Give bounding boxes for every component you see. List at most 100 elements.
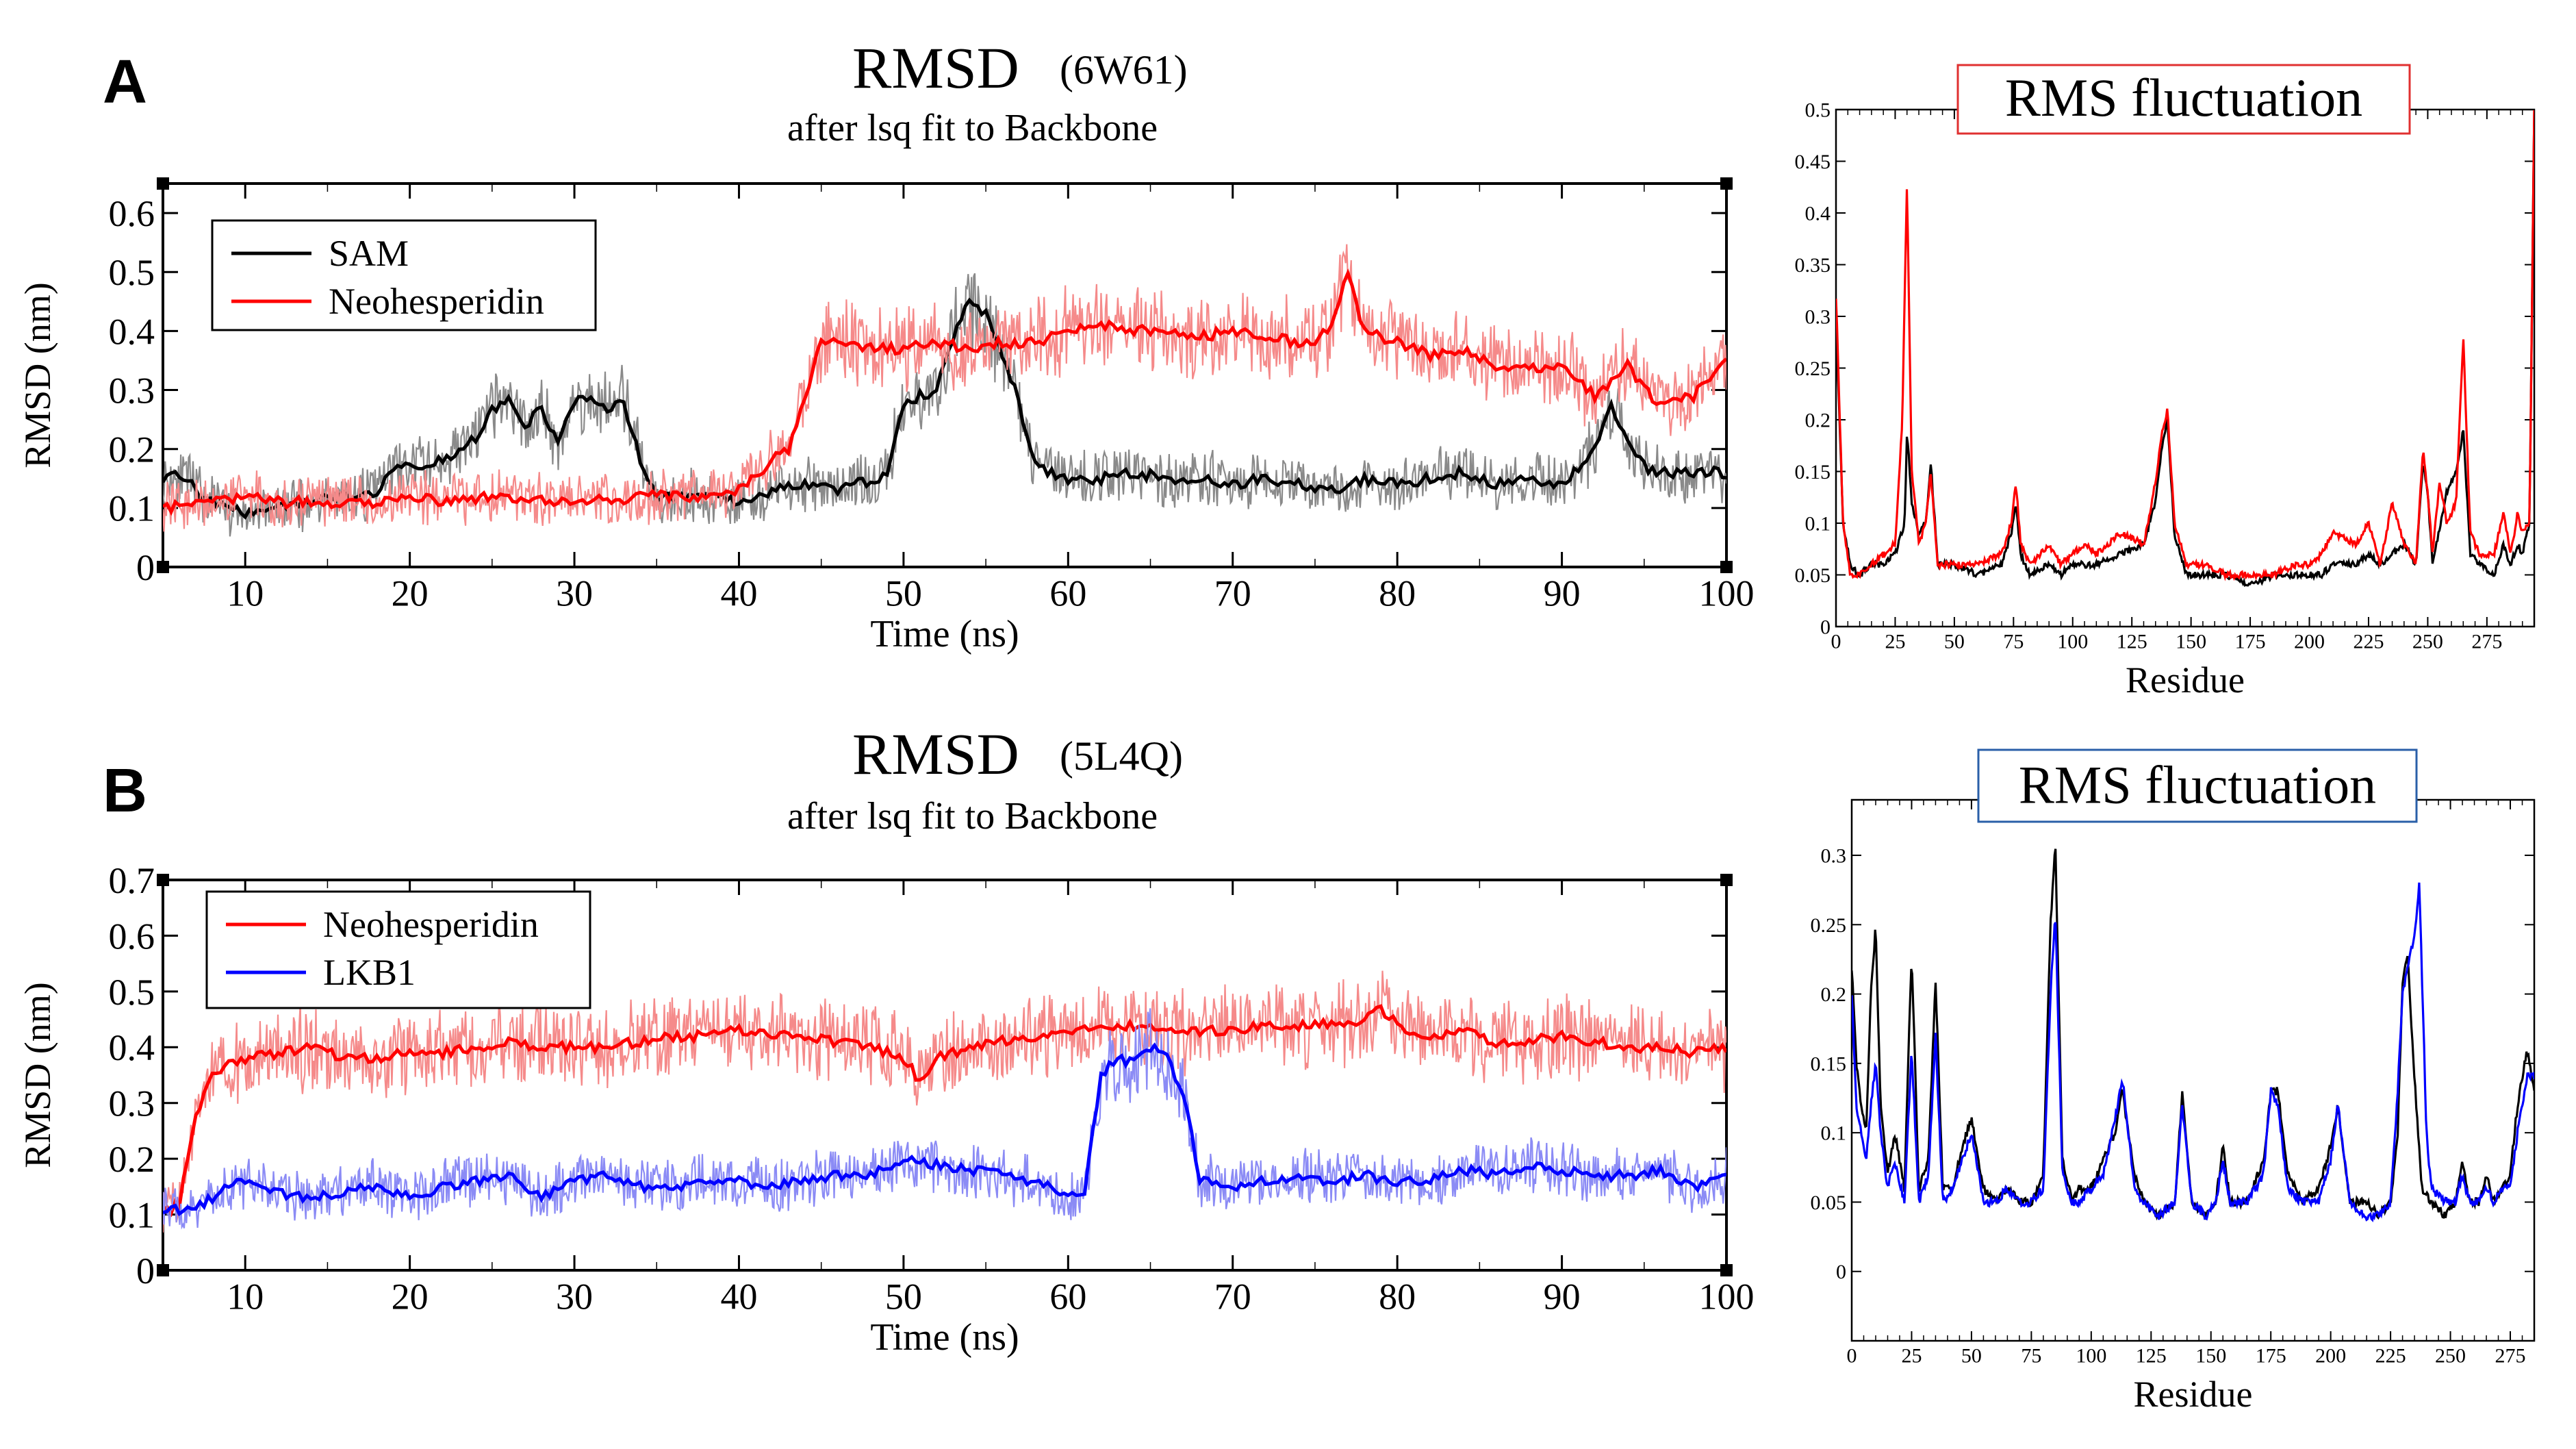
x-tick-label: 225: [2353, 631, 2384, 653]
y-tick-label: 0.1: [109, 1194, 155, 1235]
panel-letter-a: A: [103, 48, 147, 116]
y-tick-label: 0.2: [109, 429, 155, 470]
x-tick-label: 50: [1944, 631, 1965, 653]
y-tick-label: 0.3: [1821, 845, 1847, 868]
plot-area: [1852, 848, 2534, 1222]
x-tick-label: 60: [1049, 1276, 1086, 1318]
x-tick-label: 75: [2021, 1345, 2041, 1368]
chart-title: RMS fluctuation: [2019, 755, 2376, 815]
y-tick-label: 0.05: [1811, 1192, 1847, 1214]
x-tick-label: 75: [2003, 631, 2024, 653]
x-tick-label: 10: [227, 1276, 264, 1318]
panel-subtitle-a: after lsq fit to Backbone: [787, 107, 1158, 149]
y-tick-label: 0.3: [109, 370, 155, 411]
x-tick-label: 0: [1847, 1345, 1857, 1368]
plot-area: [1836, 110, 2534, 587]
y-tick-label: 0.2: [109, 1139, 155, 1180]
x-tick-label: 125: [2136, 1345, 2167, 1368]
y-tick-label: 0: [136, 1250, 155, 1292]
panel-subtitle-b: after lsq fit to Backbone: [787, 795, 1158, 837]
x-tick-label: 50: [885, 1276, 922, 1318]
y-tick-label: 0.5: [109, 252, 155, 293]
x-axis-label: Time (ns): [870, 1316, 1019, 1359]
y-tick-label: 0.2: [1821, 983, 1847, 1006]
x-tick-label: 100: [2076, 1345, 2106, 1368]
y-tick-label: 0.4: [1805, 203, 1831, 225]
y-tick-label: 0.2: [1805, 410, 1831, 432]
x-tick-label: 0: [1831, 631, 1841, 653]
chart-title-box: [1956, 64, 2411, 135]
x-tick-label: 250: [2412, 631, 2443, 653]
x-tick-label: 150: [2195, 1345, 2226, 1368]
panel-title-b: RMSD: [852, 721, 1019, 787]
y-tick-label: 0.6: [109, 193, 155, 234]
x-tick-label: 150: [2176, 631, 2206, 653]
y-tick-label: 0.3: [109, 1083, 155, 1124]
y-tick-label: 0.3: [1805, 306, 1831, 329]
legend-box: [211, 219, 597, 331]
series-series-2-line: [1852, 882, 2534, 1222]
series-neohesperidin-raw-trace: [163, 244, 1726, 532]
x-tick-label: 175: [2256, 1345, 2286, 1368]
x-tick-label: 80: [1379, 1276, 1416, 1318]
series-neohesperidin-line: [163, 268, 1726, 516]
x-tick-label: 70: [1214, 1276, 1251, 1318]
panel-title-a: RMSD: [852, 35, 1019, 101]
chart-rmsd-b: 10 20 30 40 50 60 70 80 90 100 0 0.1 0.2 0.3 0.4 0.5 0.6…: [17, 860, 1755, 1359]
x-tick-label: 100: [1699, 1276, 1755, 1318]
y-tick-label: 0.4: [109, 1027, 155, 1068]
y-tick-label: 0.5: [109, 972, 155, 1013]
y-tick-label: 0: [1820, 616, 1831, 639]
x-tick-label: 125: [2117, 631, 2147, 653]
panel-pdb-b: (5L4Q): [1060, 733, 1183, 779]
legend: SAM Neohesperidin: [211, 219, 597, 331]
legend-label: Neohesperidin: [323, 904, 539, 945]
plot-area: [163, 244, 1726, 537]
chart-title-box: [1977, 748, 2418, 823]
x-tick-label: 275: [2495, 1345, 2526, 1368]
panel-pdb-a: (6W61): [1060, 47, 1188, 92]
y-tick-label: 0: [1836, 1261, 1846, 1283]
series-series-2-line: [1836, 110, 2534, 581]
x-tick-label: 20: [392, 1276, 429, 1318]
y-tick-label: 0.15: [1795, 461, 1831, 483]
x-tick-label: 20: [392, 573, 429, 614]
x-tick-label: 30: [556, 1276, 593, 1318]
x-tick-label: 225: [2375, 1345, 2406, 1368]
y-tick-label: 0.15: [1811, 1053, 1847, 1075]
y-axis-label: RMSD (nm): [17, 982, 58, 1168]
y-tick-label: 0.25: [1811, 914, 1847, 937]
y-tick-label: 0.6: [109, 916, 155, 957]
plot-frame: [162, 879, 1728, 1272]
x-tick-label: 80: [1379, 573, 1416, 614]
series-neohesperidin-line: [163, 1004, 1726, 1218]
x-tick-label: 250: [2435, 1345, 2466, 1368]
chart-rmsf-a: 0 25 50 75 100 125 150 175 200 225 250 275 0 0.05 0.1 0…: [1795, 64, 2536, 701]
x-tick-label: 200: [2315, 1345, 2346, 1368]
panel-letter-b: B: [103, 757, 147, 825]
chart-rmsd-a: 10 20 30 40 50 60 70 80 90 100 0 0.1 0.2 0.3 0.4 0.5 0.6…: [17, 177, 1755, 655]
x-tick-label: 10: [227, 573, 264, 614]
x-tick-label: 90: [1544, 573, 1581, 614]
y-tick-label: 0.45: [1795, 151, 1831, 173]
x-tick-label: 50: [885, 573, 922, 614]
y-tick-label: 0.7: [109, 860, 155, 901]
legend-label: LKB1: [323, 952, 416, 993]
y-tick-label: 0.1: [1821, 1122, 1847, 1145]
chart-title: RMS fluctuation: [2005, 68, 2362, 127]
legend-label: SAM: [329, 233, 409, 274]
y-tick-label: 0.4: [109, 311, 155, 352]
x-tick-label: 100: [1699, 573, 1755, 614]
x-axis-label: Residue: [2134, 1374, 2253, 1415]
x-tick-label: 40: [720, 573, 757, 614]
y-tick-label: 0.35: [1795, 254, 1831, 277]
y-tick-label: 0.1: [109, 488, 155, 529]
x-tick-label: 175: [2235, 631, 2266, 653]
legend: Neohesperidin LKB1: [205, 890, 591, 1009]
y-tick-label: 0: [136, 547, 155, 588]
x-tick-label: 100: [2057, 631, 2088, 653]
y-tick-label: 0.5: [1805, 99, 1831, 122]
y-axis-label: RMSD (nm): [17, 282, 58, 468]
x-tick-label: 275: [2471, 631, 2502, 653]
